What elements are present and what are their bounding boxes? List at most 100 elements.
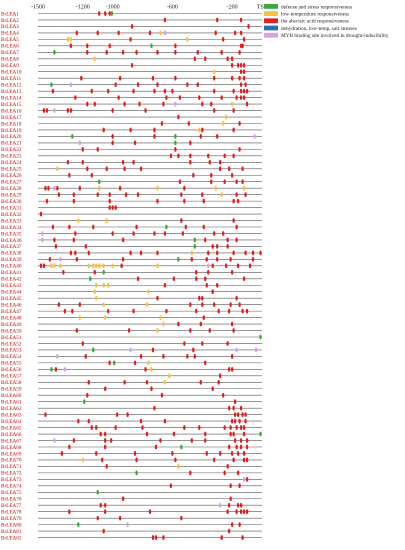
cis-element-marker bbox=[232, 328, 235, 333]
gene-row: BrLEA26 bbox=[1, 172, 262, 179]
axis-ticks: -1500 -1200 -1000 -600 -200 TSS bbox=[31, 5, 267, 11]
cis-element-marker bbox=[87, 250, 90, 256]
cis-element-marker bbox=[87, 263, 90, 269]
cis-element-marker bbox=[242, 69, 246, 75]
gene-row: BrLEA40 bbox=[1, 263, 262, 270]
cis-element-marker bbox=[104, 444, 107, 450]
gene-label: BrLEA30 bbox=[1, 199, 22, 205]
cis-element-marker bbox=[238, 522, 241, 528]
cis-element-marker bbox=[121, 256, 125, 262]
gene-label: BrLEA3 bbox=[1, 24, 19, 30]
cis-element-marker bbox=[57, 192, 61, 198]
cis-element-marker bbox=[163, 231, 167, 236]
cis-element-marker bbox=[151, 75, 155, 81]
gene-row: BrLEA64 bbox=[1, 418, 262, 425]
cis-element-marker bbox=[90, 425, 93, 430]
cis-element-marker bbox=[144, 366, 147, 372]
cis-element-marker bbox=[210, 101, 213, 107]
cis-element-marker bbox=[105, 166, 108, 172]
gene-label: BrLEA22 bbox=[1, 147, 22, 153]
cis-element-marker bbox=[75, 256, 79, 262]
cis-element-marker bbox=[259, 334, 262, 340]
cis-element-marker bbox=[89, 276, 92, 282]
cis-element-marker bbox=[232, 457, 235, 463]
cis-element-marker bbox=[110, 11, 114, 16]
cis-element-marker bbox=[163, 379, 167, 385]
cis-element-marker bbox=[56, 185, 59, 191]
gene-row: BrLEA30 bbox=[1, 198, 262, 205]
gene-label: BrLEA56 bbox=[1, 367, 22, 373]
gene-label: BrLEA23 bbox=[1, 154, 22, 160]
cis-element-marker bbox=[53, 49, 56, 55]
legend-label: MYB binding site involved in drought-ind… bbox=[281, 33, 389, 39]
cis-element-marker bbox=[201, 295, 204, 301]
gene-label: BrLEA65 bbox=[1, 425, 22, 431]
gene-label: BrLEA13 bbox=[1, 89, 22, 95]
cis-element-marker bbox=[239, 30, 243, 36]
gene-label: BrLEA62 bbox=[1, 406, 22, 412]
cis-element-marker bbox=[186, 354, 189, 359]
cis-element-marker bbox=[216, 17, 219, 23]
cis-element-marker bbox=[189, 470, 192, 476]
cis-element-marker bbox=[68, 444, 71, 450]
cis-element-marker bbox=[136, 192, 140, 198]
cis-element-marker bbox=[238, 302, 241, 308]
cis-element-marker bbox=[224, 263, 228, 269]
cis-element-marker bbox=[102, 127, 105, 133]
gene-row: BrLEA29 bbox=[1, 192, 262, 198]
cis-element-marker bbox=[144, 108, 147, 113]
gene-label: BrLEA72 bbox=[1, 471, 22, 477]
cis-element-marker bbox=[66, 108, 70, 113]
gene-row: BrLEA6 bbox=[1, 43, 262, 50]
cis-element-marker bbox=[245, 88, 249, 94]
cis-element-marker bbox=[204, 237, 207, 243]
legend-label: defense and stress responsiveness bbox=[281, 3, 352, 10]
cis-element-marker bbox=[129, 347, 132, 353]
gene-row: BrLEA25 bbox=[1, 166, 262, 173]
gene-row: BrLEA43 bbox=[1, 282, 262, 289]
cis-element-marker bbox=[198, 127, 201, 133]
cis-element-marker bbox=[129, 250, 132, 256]
cis-element-marker bbox=[111, 231, 114, 236]
cis-element-marker bbox=[108, 11, 111, 16]
legend: defense and stress responsiveness low-tem… bbox=[264, 3, 389, 39]
cis-element-marker bbox=[235, 95, 238, 101]
cis-element-marker bbox=[220, 192, 223, 198]
cis-element-marker bbox=[129, 36, 132, 42]
axis-tick-label: -1200 bbox=[76, 5, 90, 11]
cis-element-marker bbox=[124, 192, 128, 198]
cis-element-marker bbox=[236, 412, 240, 418]
cis-element-marker bbox=[232, 108, 235, 113]
cis-element-marker bbox=[153, 127, 156, 133]
gene-row: BrLEA71 bbox=[1, 464, 262, 470]
gene-label: BrLEA48 bbox=[1, 315, 22, 321]
cis-element-marker bbox=[174, 43, 177, 49]
cis-element-marker bbox=[239, 425, 243, 430]
gene-label: BrLEA18 bbox=[1, 121, 22, 127]
gene-row: BrLEA19 bbox=[1, 127, 262, 134]
gene-label: BrLEA6 bbox=[1, 44, 19, 50]
cis-element-marker bbox=[242, 62, 246, 68]
cis-element-marker bbox=[236, 62, 240, 68]
cis-element-marker bbox=[104, 438, 107, 443]
cis-element-marker bbox=[241, 43, 244, 49]
cis-element-marker bbox=[156, 82, 159, 88]
cis-element-marker bbox=[115, 412, 119, 418]
cis-element-marker bbox=[196, 82, 199, 88]
cis-element-marker bbox=[111, 108, 114, 113]
cis-element-marker bbox=[213, 88, 216, 94]
cis-element-marker bbox=[159, 315, 162, 320]
cis-element-marker bbox=[239, 62, 243, 68]
cis-element-marker bbox=[239, 405, 243, 411]
gene-row: BrLEA10 bbox=[1, 69, 262, 76]
gene-row: BrLEA78 bbox=[1, 509, 262, 515]
cis-element-marker bbox=[106, 88, 110, 94]
gene-row: BrLEA12 bbox=[1, 82, 262, 88]
gene-row: BrLEA2 bbox=[1, 17, 262, 24]
cis-element-marker bbox=[81, 457, 85, 463]
gene-row: BrLEA63 bbox=[1, 412, 262, 418]
cis-element-marker bbox=[159, 438, 162, 443]
cis-element-marker bbox=[95, 451, 98, 456]
cis-element-marker bbox=[57, 302, 61, 308]
